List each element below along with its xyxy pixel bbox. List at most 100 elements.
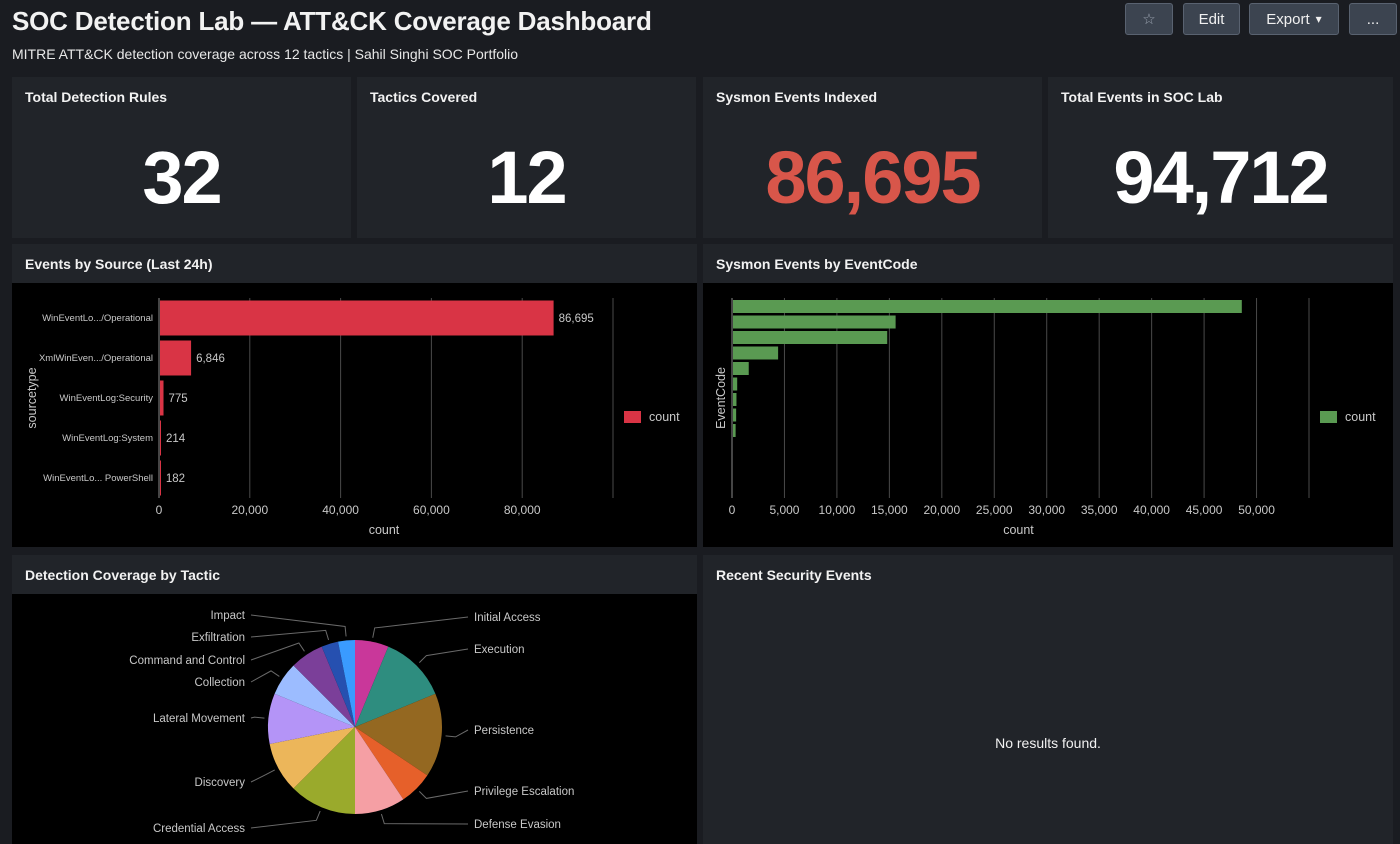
events-by-source-panel: Events by Source (Last 24h) 0 20,000 40,00… (12, 244, 697, 547)
leader-line (250, 670, 280, 683)
x-tick-label: 40,000 (1133, 503, 1170, 517)
bar (733, 362, 749, 375)
data-label: 775 (169, 393, 188, 405)
x-tick-label: 20,000 (923, 503, 960, 517)
events-by-source-chart[interactable]: 0 20,000 40,000 60,000 80,000 WinEventLo.../O… (12, 283, 697, 547)
leader-line (250, 614, 347, 637)
pie-slice (293, 646, 355, 727)
y-tick-label: WinEventLo... PowerShell (43, 473, 153, 484)
x-tick-label: 25,000 (976, 503, 1013, 517)
sysmon-by-eventcode-panel: Sysmon Events by EventCode 0 5,000 10,000 1… (703, 244, 1393, 547)
chart-area: 0 20,000 40,000 60,000 80,000 WinEventLo.../O… (12, 283, 697, 547)
y-tick-label: XmlWinEven.../Operational (39, 353, 153, 364)
data-label: 6,846 (196, 353, 225, 365)
x-tick-label: 35,000 (1081, 503, 1118, 517)
pie-slice (338, 640, 355, 727)
pie-slice (355, 727, 428, 800)
y-tick-label: WinEventLo.../Operational (42, 313, 153, 324)
bar (733, 408, 737, 422)
pie-slice (355, 646, 436, 727)
bar (733, 315, 896, 329)
pie-label: Impact (210, 610, 245, 622)
x-tick-label: 60,000 (413, 503, 450, 517)
pie-label: Discovery (195, 777, 246, 789)
more-actions-button[interactable]: ... (1349, 3, 1397, 35)
pie-slice (293, 727, 355, 814)
legend-label: count (649, 410, 680, 424)
x-tick-label: 45,000 (1186, 503, 1223, 517)
kpi-value[interactable]: 86,695 (765, 136, 981, 219)
bar (160, 300, 554, 336)
edit-button[interactable]: Edit (1183, 3, 1240, 35)
bar (160, 460, 161, 496)
pie-label: Persistence (474, 725, 534, 737)
kpi-value[interactable]: 94,712 (1113, 136, 1329, 219)
bar (733, 393, 737, 406)
legend-swatch (1320, 411, 1337, 423)
recent-security-events-panel: Recent Security Events No results found. (703, 555, 1393, 844)
coverage-pie-chart[interactable]: Initial Access Execution Persistence Privil… (12, 594, 697, 844)
pie-label: Exfiltration (191, 632, 245, 644)
bar (160, 340, 192, 376)
export-button[interactable]: Export ▾ (1249, 3, 1339, 35)
star-icon: ☆ (1142, 11, 1156, 28)
dashboard-title: SOC Detection Lab — ATT&CK Coverage Dash… (12, 6, 652, 36)
x-tick-label: 15,000 (871, 503, 908, 517)
pie-slice (355, 640, 389, 727)
sysmon-eventcode-chart[interactable]: 0 5,000 10,000 15,000 20,000 25,000 30,000 35,0… (703, 283, 1393, 547)
data-label: 86,695 (559, 313, 594, 325)
panel-title: Events by Source (Last 24h) (25, 256, 213, 272)
pie-slice (321, 641, 355, 727)
panel-title: Recent Security Events (716, 567, 872, 583)
panel-title: Sysmon Events by EventCode (716, 256, 918, 272)
caret-down-icon: ▾ (1315, 12, 1322, 26)
leader-line (250, 629, 330, 641)
leader-line (445, 729, 469, 738)
x-tick-label: 0 (156, 503, 163, 517)
pie-label: Execution (474, 644, 525, 656)
no-results-message: No results found. (995, 735, 1101, 751)
x-tick-label: 40,000 (322, 503, 359, 517)
leader-line (418, 648, 469, 664)
pie-label: Privilege Escalation (474, 786, 574, 798)
x-axis-title: count (1003, 523, 1034, 537)
x-tick-label: 5,000 (769, 503, 799, 517)
pie-slice (355, 693, 443, 776)
chart-area: 0 5,000 10,000 15,000 20,000 25,000 30,000 35,0… (703, 283, 1393, 547)
kpi-value[interactable]: 32 (142, 136, 222, 219)
bar (733, 331, 888, 344)
leader-line (250, 716, 265, 719)
y-axis-title: EventCode (714, 367, 728, 429)
kpi-value[interactable]: 12 (487, 136, 567, 219)
favorite-star-button[interactable]: ☆ (1125, 3, 1173, 35)
kpi-panel-total-events: Total Events in SOC Lab 94,712 (1048, 77, 1393, 238)
bar (733, 424, 736, 437)
legend-label: count (1345, 410, 1376, 424)
kpi-panel-total-detection-rules: Total Detection Rules 32 (12, 77, 351, 238)
coverage-by-tactic-panel: Detection Coverage by Tactic Initial Acc… (12, 555, 697, 844)
x-tick-label: 30,000 (1028, 503, 1065, 517)
y-tick-label: WinEventLog:Security (60, 393, 154, 404)
x-axis-title: count (369, 523, 400, 537)
chart-area: Initial Access Execution Persistence Privil… (12, 594, 697, 844)
pie-label: Initial Access (474, 612, 541, 624)
bar (733, 300, 1242, 313)
panel-title: Tactics Covered (370, 89, 478, 105)
export-label: Export (1266, 10, 1310, 28)
x-tick-label: 50,000 (1238, 503, 1275, 517)
leader-line (250, 642, 305, 661)
leader-line (250, 769, 275, 783)
y-tick-label: WinEventLog:System (62, 433, 153, 444)
pie-slice (274, 665, 355, 727)
data-label: 214 (166, 433, 186, 445)
kpi-panel-tactics-covered: Tactics Covered 12 (357, 77, 696, 238)
leader-line (380, 813, 469, 825)
pie-slice (268, 693, 355, 744)
pie-label: Lateral Movement (153, 713, 246, 725)
leader-line (250, 810, 321, 829)
leader-line (418, 790, 469, 799)
panel-title: Sysmon Events Indexed (716, 89, 878, 105)
x-tick-label: 0 (729, 503, 736, 517)
kpi-panel-sysmon-events-indexed: Sysmon Events Indexed 86,695 (703, 77, 1042, 238)
panel-title: Detection Coverage by Tactic (25, 567, 221, 583)
